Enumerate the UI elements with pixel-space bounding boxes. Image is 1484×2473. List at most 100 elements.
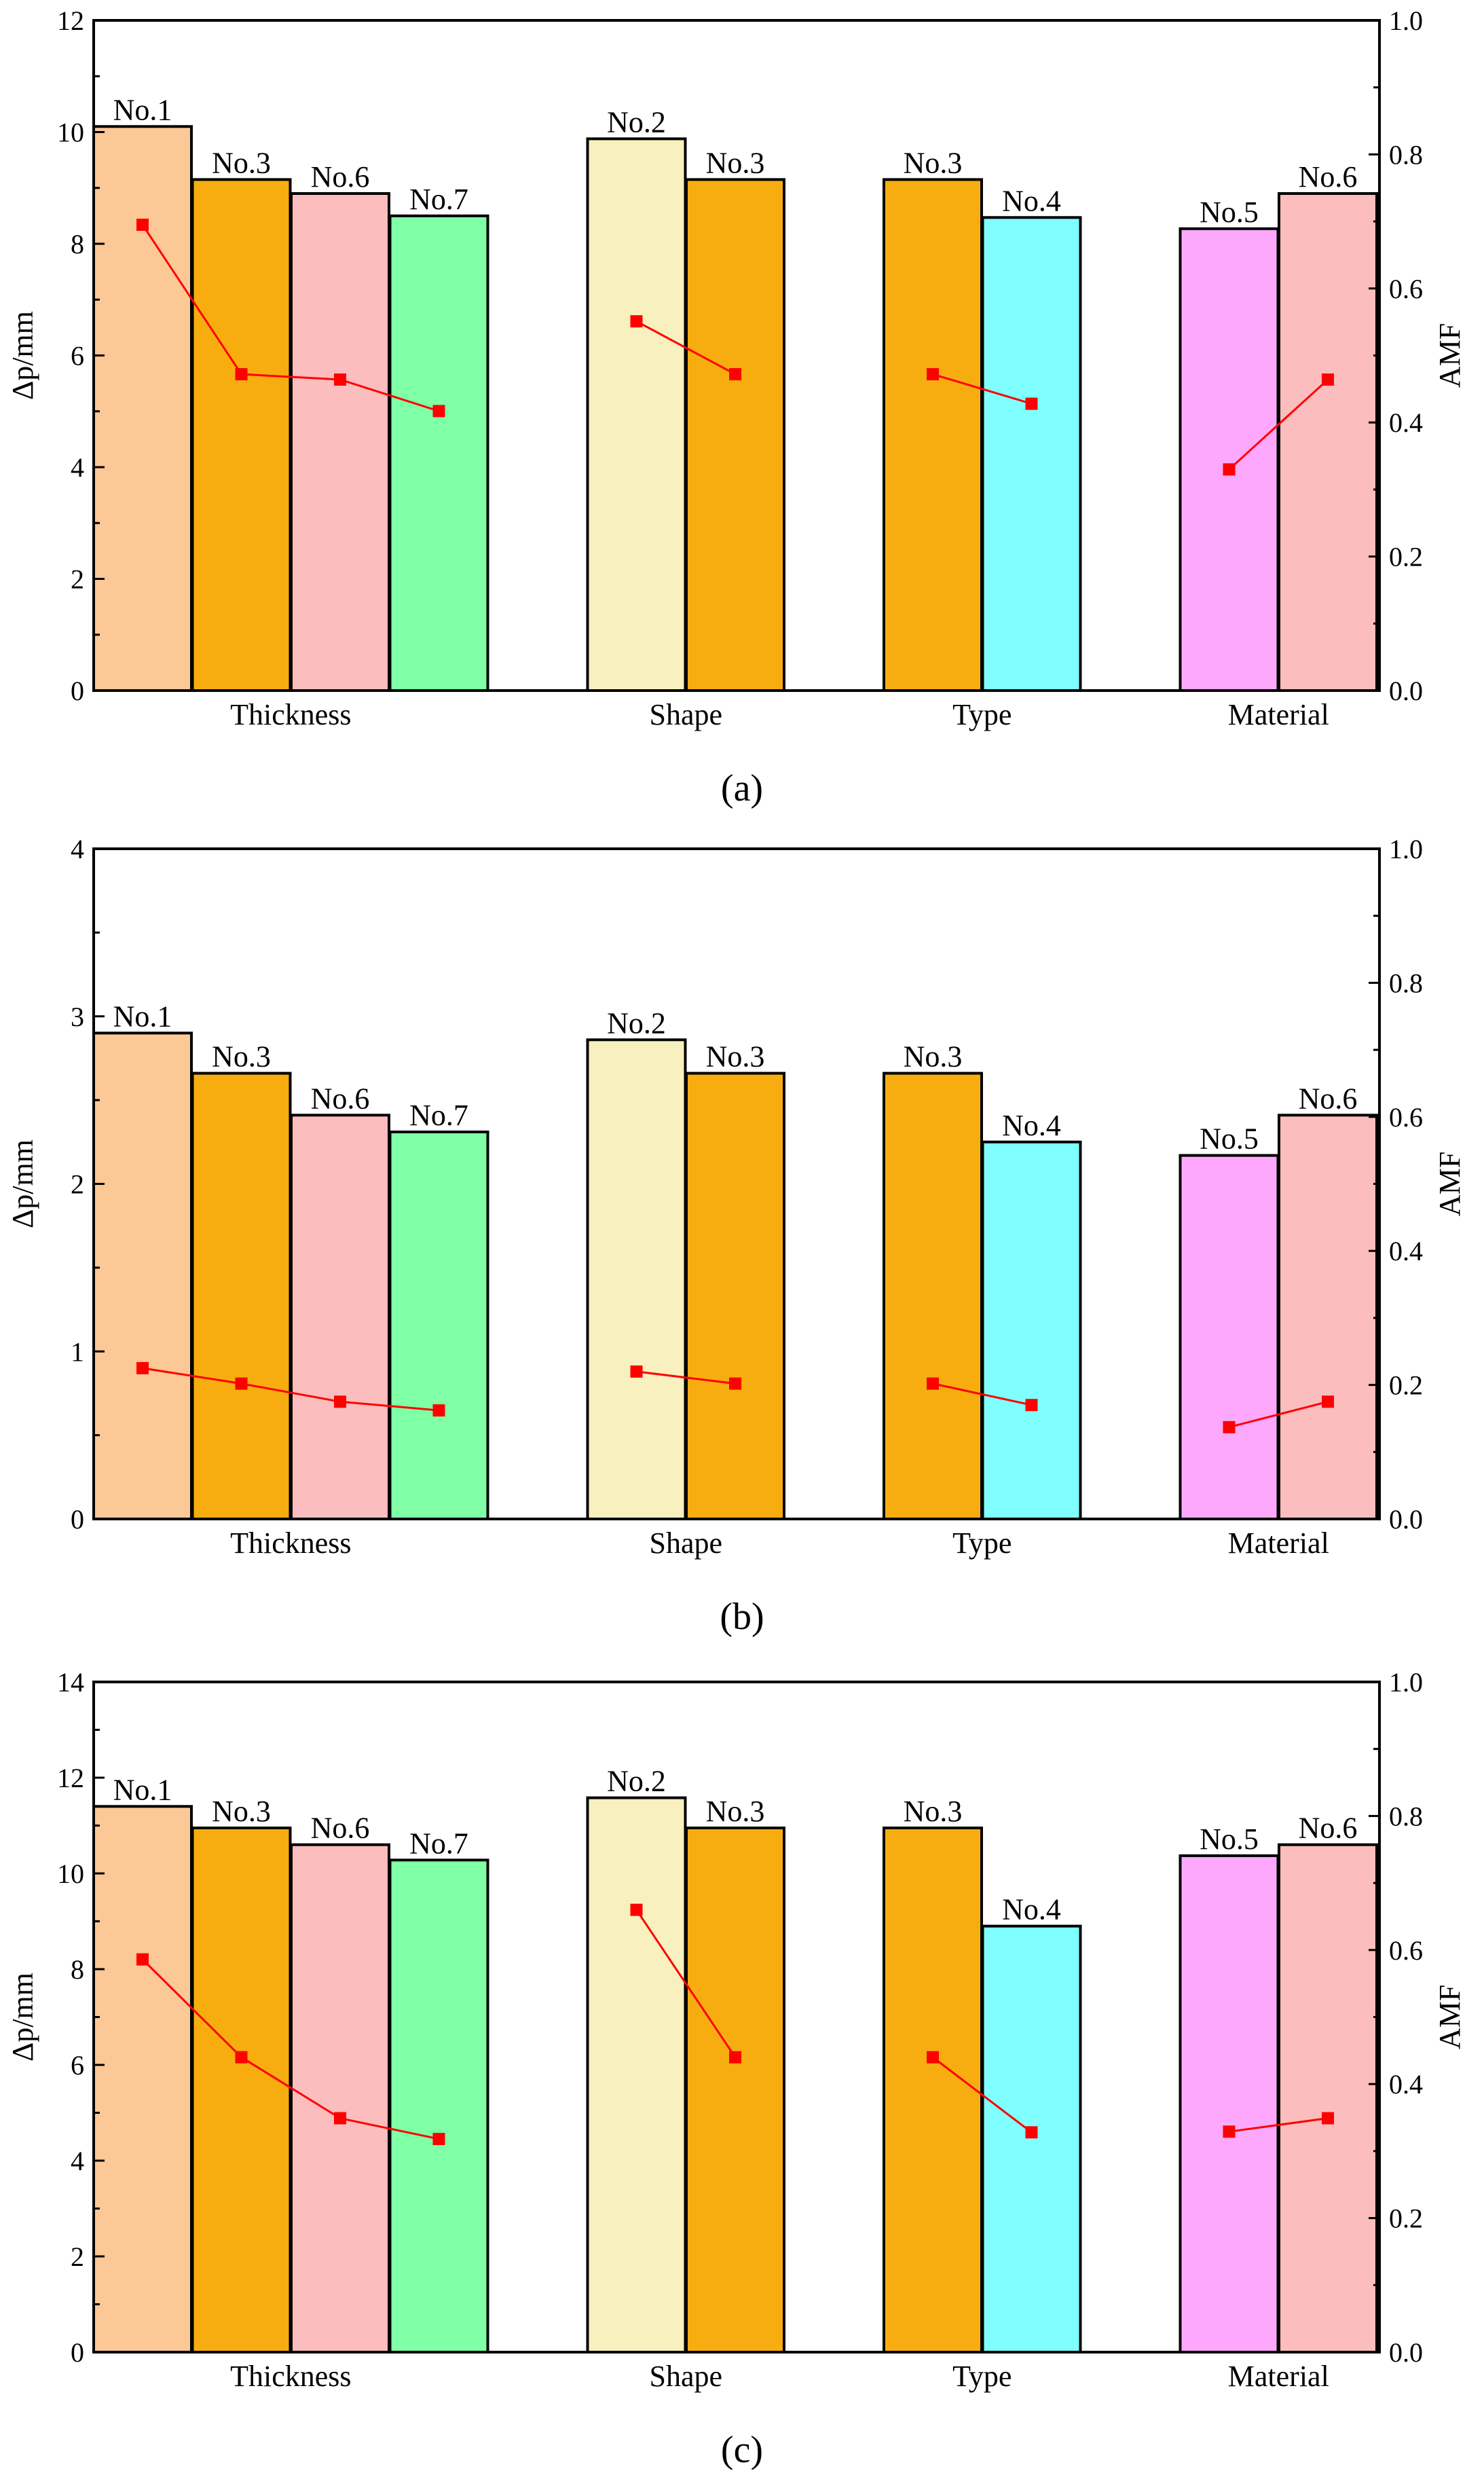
y2-tick-label-a-1: 0.2	[1389, 542, 1423, 572]
amf-point-c-thickness-no6	[334, 2112, 346, 2125]
y-axis-title-b: Δp/mm	[6, 1139, 39, 1228]
bar-a-material-no5	[1179, 227, 1280, 692]
y-tick-label-b-4: 4	[71, 834, 84, 864]
amf-point-a-thickness-no3	[235, 368, 248, 381]
category-label-b-material: Material	[1228, 1526, 1329, 1560]
y-tick-label-a-3: 6	[71, 341, 84, 371]
amf-line-b-thickness	[142, 1367, 439, 1412]
y-tick-label-a-6: 12	[57, 5, 84, 36]
bar-label-c-0-1: No.3	[212, 1795, 271, 1828]
bar-b-thickness-no3	[191, 1071, 292, 1520]
amf-line-c-shape	[635, 1909, 737, 2058]
amf-point-c-shape-no2	[630, 1903, 643, 1916]
amf-point-c-material-no6	[1322, 2112, 1334, 2125]
y2-tick-label-b-3: 0.6	[1389, 1102, 1423, 1133]
y2-tick-label-c-2: 0.4	[1389, 2069, 1423, 2100]
y-tick-label-c-1: 2	[71, 2241, 84, 2272]
y-tick-label-c-0: 0	[71, 2337, 84, 2368]
category-label-a-shape: Shape	[650, 698, 723, 731]
y2-axis-title-c: AMF	[1433, 1985, 1466, 2049]
category-label-c-type: Type	[952, 2360, 1012, 2393]
category-label-b-type: Type	[952, 1526, 1012, 1560]
y2-tick-label-b-5: 1.0	[1389, 834, 1423, 864]
y2-tick-label-a-4: 0.8	[1389, 139, 1423, 170]
category-label-b-shape: Shape	[650, 1526, 723, 1560]
y-axis-title-a: Δp/mm	[6, 311, 39, 400]
bar-b-thickness-no7	[388, 1131, 489, 1520]
bar-a-shape-no3	[685, 178, 785, 692]
amf-point-b-shape-no3	[729, 1377, 741, 1390]
amf-point-b-type-no3	[927, 1377, 939, 1390]
bar-c-material-no5	[1179, 1854, 1280, 2353]
bar-label-b-0-0: No.1	[113, 1000, 172, 1033]
bar-label-c-1-1: No.3	[706, 1795, 765, 1828]
bar-label-a-3-1: No.6	[1299, 160, 1358, 194]
panel-label-b: (b)	[720, 1596, 764, 1638]
amf-line-a-type	[932, 373, 1032, 405]
category-label-c-thickness: Thickness	[230, 2360, 351, 2393]
y2-axis-title-b: AMF	[1433, 1152, 1466, 1216]
amf-point-c-shape-no3	[729, 2051, 741, 2064]
amf-point-b-thickness-no6	[334, 1395, 346, 1408]
amf-line-a-material	[1228, 378, 1329, 471]
amf-point-b-thickness-no3	[235, 1377, 248, 1390]
bar-b-shape-no3	[685, 1071, 785, 1520]
category-label-c-material: Material	[1228, 2360, 1329, 2393]
amf-point-c-thickness-no1	[136, 1953, 149, 1966]
amf-line-c-type	[932, 2056, 1033, 2133]
panel-label-c: (c)	[721, 2429, 763, 2470]
y2-tick-label-b-2: 0.4	[1389, 1236, 1423, 1266]
y2-axis-title-a: AMF	[1433, 323, 1466, 388]
bar-c-shape-no3	[685, 1827, 785, 2353]
y2-tick-label-b-1: 0.2	[1389, 1370, 1423, 1401]
bar-label-a-2-1: No.4	[1002, 184, 1061, 217]
amf-point-c-material-no5	[1223, 2125, 1236, 2138]
bar-label-a-0-2: No.6	[311, 160, 370, 194]
y2-tick-label-a-2: 0.4	[1389, 407, 1423, 438]
bar-b-material-no5	[1179, 1154, 1280, 1520]
y-tick-label-a-0: 0	[71, 676, 84, 706]
y-tick-label-c-7: 14	[57, 1667, 84, 1698]
amf-point-a-thickness-no7	[432, 405, 445, 418]
y2-tick-label-b-0: 0.0	[1389, 1504, 1423, 1535]
bar-c-shape-no2	[586, 1796, 687, 2354]
bar-label-a-0-0: No.1	[113, 93, 172, 126]
bar-a-type-no4	[981, 216, 1082, 692]
amf-line-b-type	[932, 1382, 1032, 1406]
y-tick-label-c-3: 6	[71, 2050, 84, 2081]
bar-label-b-0-2: No.6	[311, 1082, 370, 1115]
bar-label-c-0-2: No.6	[311, 1812, 370, 1845]
bar-label-c-0-3: No.7	[409, 1827, 468, 1860]
y-tick-label-c-6: 12	[57, 1763, 84, 1793]
bar-label-b-1-1: No.3	[706, 1040, 765, 1074]
y-tick-label-a-5: 10	[57, 117, 84, 148]
amf-line-b-shape	[636, 1370, 736, 1385]
amf-point-a-material-no6	[1322, 373, 1334, 386]
bar-a-thickness-no3	[191, 178, 292, 692]
y2-tick-label-c-1: 0.2	[1389, 2203, 1423, 2234]
amf-point-a-type-no3	[927, 368, 939, 381]
bar-label-a-0-1: No.3	[212, 146, 271, 179]
bar-c-type-no4	[981, 1924, 1082, 2354]
y-tick-label-b-1: 1	[71, 1336, 84, 1367]
bar-label-a-1-1: No.3	[706, 146, 765, 179]
y-tick-label-a-4: 8	[71, 229, 84, 259]
y2-tick-label-a-3: 0.6	[1389, 274, 1423, 304]
bar-c-type-no3	[883, 1827, 983, 2353]
amf-point-b-material-no6	[1322, 1395, 1334, 1408]
bar-label-a-3-0: No.5	[1200, 196, 1259, 229]
bar-label-b-0-3: No.7	[409, 1099, 468, 1132]
bar-a-material-no6	[1278, 192, 1378, 692]
y2-tick-label-a-5: 1.0	[1389, 5, 1423, 36]
bar-label-b-3-1: No.6	[1299, 1082, 1358, 1115]
y-tick-label-c-2: 4	[71, 2146, 84, 2176]
amf-point-c-type-no4	[1025, 2126, 1038, 2139]
y2-tick-label-c-4: 0.8	[1389, 1801, 1423, 1831]
amf-point-a-shape-no3	[729, 368, 741, 381]
bar-label-a-0-3: No.7	[409, 183, 468, 216]
bar-label-a-2-0: No.3	[904, 146, 963, 179]
amf-point-b-thickness-no7	[432, 1404, 445, 1417]
amf-point-a-thickness-no6	[334, 373, 346, 386]
